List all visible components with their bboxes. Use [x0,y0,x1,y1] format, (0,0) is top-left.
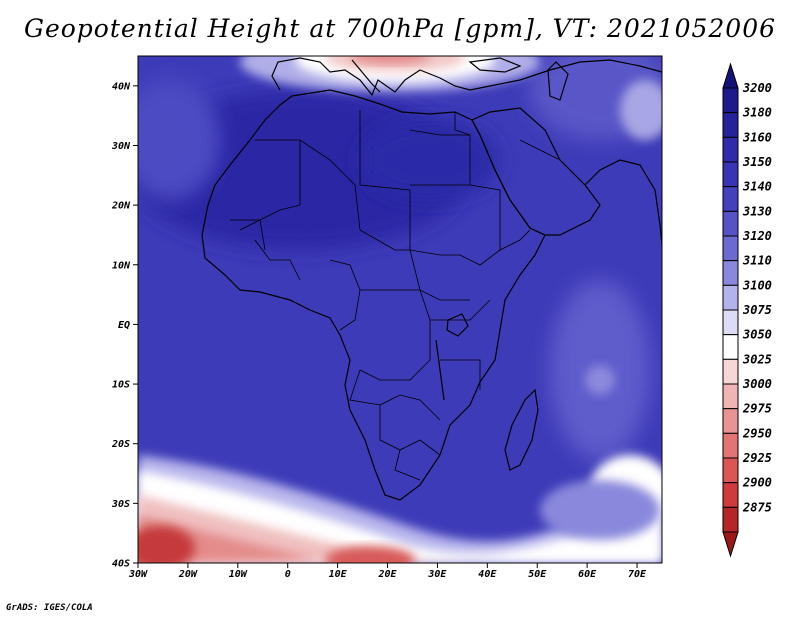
colorbar-label: 3180 [742,106,772,120]
colorbar-label: 3120 [742,229,772,243]
colorbar-label: 2925 [742,451,772,465]
colorbar-bottom-arrow [722,531,739,558]
colorbar-swatch [722,383,739,410]
lon-tick-label: 20E [377,569,397,580]
colorbar-label: 3075 [742,303,772,317]
colorbar-swatch [722,482,739,508]
colorbar-label: 2900 [742,476,772,490]
colorbar-swatch [722,457,739,484]
lat-tick-label: 20S [111,439,130,450]
colorbar: 3200 3180 3160 3150 3140 3130 3120 3110 3100 3075… [722,62,772,558]
colorbar-swatch [722,136,739,163]
coastlines [201,57,662,501]
colorbar-label: 3130 [742,204,772,218]
country-borders [230,110,561,481]
colorbar-label: 2975 [742,402,772,416]
lat-tick-label: 40S [112,559,130,570]
lat-tick-label: 40N [112,81,131,92]
colorbar-swatch [722,260,739,286]
lon-tick-label: 0 [285,569,291,580]
colorbar-label: 3100 [742,278,772,292]
colorbar-swatch [722,408,739,434]
colorbar-label: 2950 [742,426,772,440]
colorbar-label: 3110 [742,254,772,268]
colorbar-swatch [722,284,739,311]
colorbar-swatch [722,358,739,385]
lat-tick-label: 30N [111,141,131,152]
lon-tick-label: 30W [128,569,148,580]
colorbar-swatch [722,210,739,237]
lat-tick-label: EQ [118,320,130,331]
lon-tick-label: 70E [628,569,647,580]
lon-tick-label: 20W [178,569,198,580]
colorbar-top-arrow [722,62,739,89]
colorbar-label: 3140 [742,180,772,194]
lat-tick-label: 20N [111,201,131,212]
colorbar-label: 3000 [742,377,772,391]
map-frame [137,55,663,564]
colorbar-label: 3050 [742,328,772,342]
colorbar-swatch [722,432,739,459]
lat-tick-label: 10N [112,260,131,271]
colorbar-label: 3200 [742,81,772,95]
colorbar-label: 3025 [742,352,772,366]
colorbar-label: 3150 [742,155,772,169]
colorbar-swatch [722,161,739,188]
colorbar-swatch [722,87,739,114]
lon-axis: 30W 20W 10W 0 10E 20E 30E 40E 50E 60E 70E [128,563,647,580]
colorbar-label: 2875 [742,500,772,514]
map-title: Geopotential Height at 700hPa [gpm], VT:… [23,14,777,43]
colorbar-swatch [722,186,739,212]
colorbar-label: 3160 [742,130,772,144]
lon-tick-label: 50E [528,569,547,580]
lat-tick-label: 30S [111,499,130,510]
lat-axis: 40N 30N 20N 10N EQ 10S 20S 30S 40S [111,81,138,570]
colorbar-swatch [722,235,739,262]
lon-tick-label: 40E [478,569,497,580]
colorbar-swatch [722,506,739,533]
lon-tick-label: 10W [229,569,248,580]
colorbar-swatch [722,309,739,336]
lon-tick-label: 30E [427,569,447,580]
lon-tick-label: 60E [578,569,597,580]
lon-tick-label: 10E [329,569,348,580]
colorbar-swatch [722,334,739,360]
colorbar-swatch [722,112,739,138]
grads-credit: GrADS: IGES/COLA [6,603,93,613]
height-field [138,56,662,563]
lat-tick-label: 10S [112,380,130,391]
